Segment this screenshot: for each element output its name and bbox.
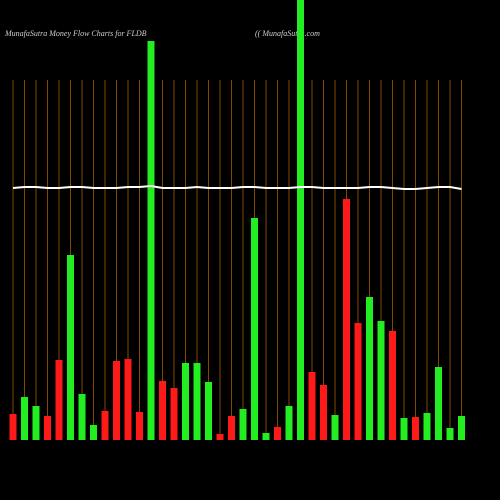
bar — [193, 363, 201, 440]
bar — [389, 331, 396, 440]
bar — [435, 367, 442, 440]
bar — [21, 397, 28, 440]
bar — [354, 323, 362, 440]
bar — [124, 359, 132, 440]
bar — [228, 416, 235, 440]
bar — [90, 425, 97, 440]
bar — [400, 418, 408, 440]
bar — [182, 363, 189, 440]
bar — [446, 428, 454, 440]
bar — [216, 434, 224, 440]
trend-line — [12, 184, 462, 190]
bar — [147, 41, 155, 440]
bar — [308, 372, 316, 440]
bar — [205, 382, 212, 440]
bar — [113, 361, 120, 440]
bar — [239, 409, 247, 440]
bar — [78, 394, 86, 440]
bar — [32, 406, 40, 440]
bar — [136, 412, 143, 440]
bar — [412, 417, 419, 440]
bar — [262, 433, 270, 440]
bar — [67, 255, 74, 440]
bar — [170, 388, 178, 440]
bar — [251, 218, 258, 440]
bar — [274, 427, 281, 440]
chart-subtitle: (( MunafaSutra.com — [255, 29, 320, 38]
bar — [9, 414, 17, 440]
bar — [320, 385, 327, 440]
bar — [44, 416, 51, 440]
bar — [423, 413, 431, 440]
bar — [285, 406, 293, 440]
bar — [55, 360, 63, 440]
bar — [331, 415, 339, 440]
bar — [159, 381, 166, 440]
bar — [377, 321, 385, 440]
bar — [343, 199, 350, 440]
bar — [101, 411, 109, 440]
chart-title: MunafaSutra Money Flow Charts for FLDB — [4, 29, 147, 38]
bar — [366, 297, 373, 440]
bar — [297, 0, 304, 440]
bar — [458, 416, 465, 440]
